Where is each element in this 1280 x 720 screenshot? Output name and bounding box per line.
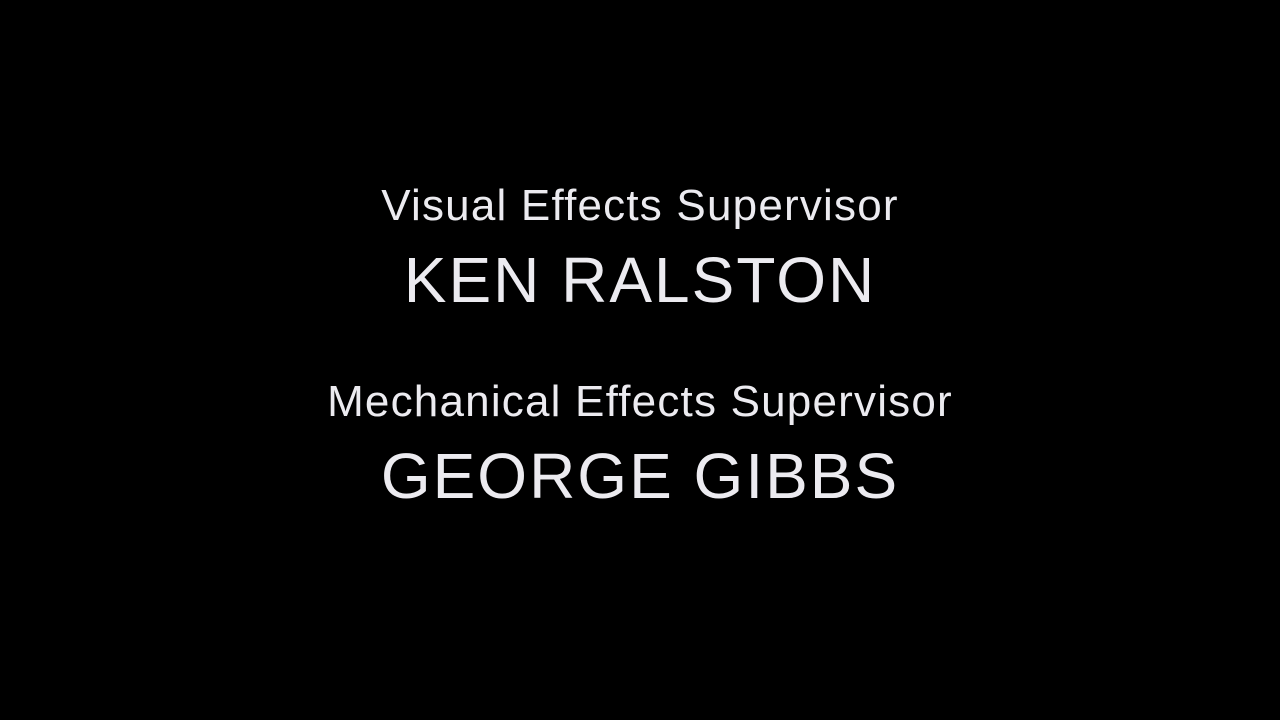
credit-role-1: Visual Effects Supervisor <box>381 181 899 230</box>
credit-name-2: GEORGE GIBBS <box>380 440 900 512</box>
credit-name-1: KEN RALSTON <box>403 244 877 316</box>
credit-role-2: Mechanical Effects Supervisor <box>327 377 953 426</box>
